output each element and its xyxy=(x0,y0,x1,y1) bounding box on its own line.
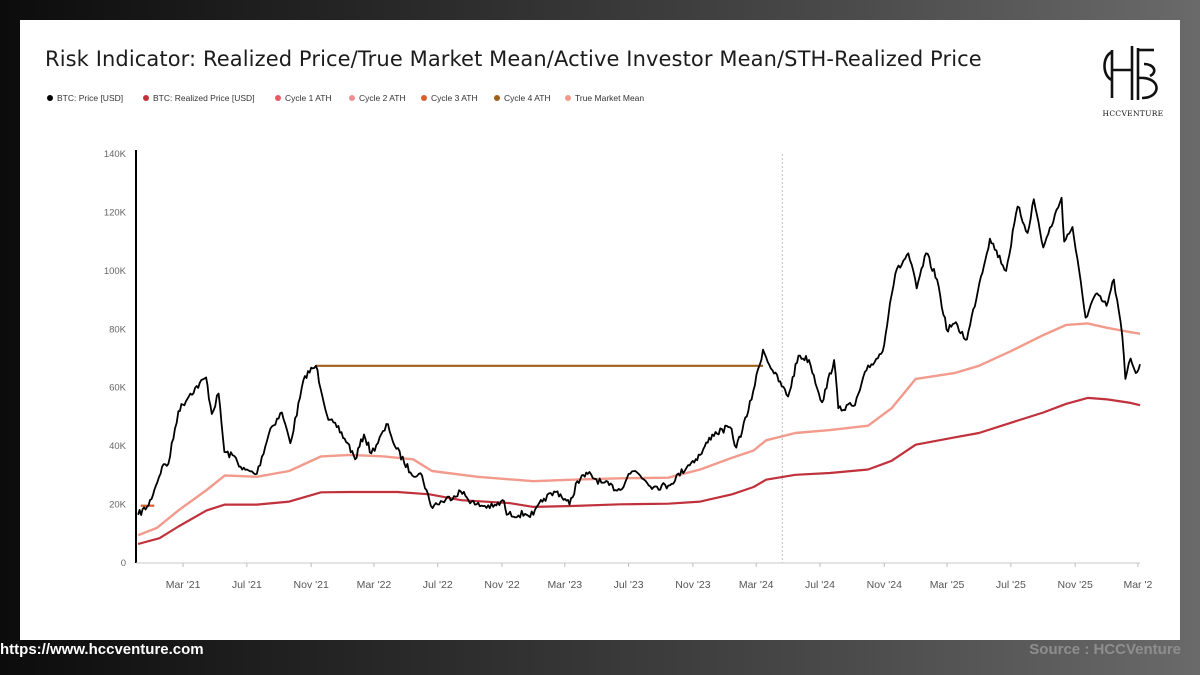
legend-swatch xyxy=(47,95,53,101)
series-layer xyxy=(137,196,1141,546)
x-tick-label: Jul '22 xyxy=(423,579,453,591)
legend-label: Cycle 4 ATH xyxy=(504,93,551,103)
series-line-realized xyxy=(137,396,1141,546)
logo-wordmark: HCCVENTURE xyxy=(1102,109,1164,118)
x-tick-label: Jul '21 xyxy=(232,579,262,591)
x-tick-label: Mar '23 xyxy=(547,579,582,591)
axes: 0 20K 40K 60K 80K 100K 120K 140K Mar '21 Jul '21 N… xyxy=(104,149,1153,591)
y-tick-label: 60K xyxy=(109,383,127,394)
x-tick-label: Mar '25 xyxy=(930,579,965,591)
legend-label: BTC: Realized Price [USD] xyxy=(153,93,255,103)
legend-label: Cycle 2 ATH xyxy=(359,93,406,103)
legend-label: Cycle 3 ATH xyxy=(431,93,478,103)
legend-swatch xyxy=(143,95,149,101)
chart-title: Risk Indicator: Realized Price/True Mark… xyxy=(45,47,982,71)
footer-url[interactable]: https://www.hccventure.com xyxy=(0,641,204,658)
series-line-price xyxy=(137,196,1141,519)
x-tick-label: Mar '2 xyxy=(1123,579,1152,591)
legend-item-realized[interactable]: BTC: Realized Price [USD] xyxy=(143,93,255,103)
legend-swatch xyxy=(494,95,500,101)
series-line-tmm xyxy=(137,322,1141,537)
x-tick-label: Jul '25 xyxy=(996,579,1026,591)
footer-source: Source : HCCVenture xyxy=(1029,641,1181,658)
legend-item-cycle1[interactable]: Cycle 1 ATH xyxy=(275,93,332,103)
x-tick-label: Jul '24 xyxy=(805,579,835,591)
legend-label: True Market Mean xyxy=(575,93,645,103)
x-tick-label: Nov '24 xyxy=(867,579,902,591)
legend-item-price[interactable]: BTC: Price [USD] xyxy=(47,93,123,103)
legend-item-cycle4[interactable]: Cycle 4 ATH xyxy=(494,93,551,103)
y-tick-label: 140K xyxy=(104,149,127,160)
chart-plot: 0 20K 40K 60K 80K 100K 120K 140K Mar '21 Jul '21 N… xyxy=(104,149,1153,591)
legend-swatch xyxy=(565,95,571,101)
x-tick-label: Nov '21 xyxy=(294,579,329,591)
hcc-monogram-icon xyxy=(1103,46,1158,100)
x-tick-label: Mar '24 xyxy=(739,579,774,591)
legend-label: BTC: Price [USD] xyxy=(57,93,124,103)
legend-item-tmm[interactable]: True Market Mean xyxy=(565,93,644,103)
legend-label: Cycle 1 ATH xyxy=(285,93,332,103)
x-tick-label: Mar '21 xyxy=(166,579,201,591)
x-tick-label: Nov '23 xyxy=(675,579,710,591)
y-tick-label: 40K xyxy=(109,441,127,452)
chart-card: Risk Indicator: Realized Price/True Mark… xyxy=(20,20,1180,640)
legend-swatch xyxy=(275,95,281,101)
legend-item-cycle3[interactable]: Cycle 3 ATH xyxy=(421,93,478,103)
legend-swatch xyxy=(421,95,427,101)
y-tick-label: 100K xyxy=(104,266,127,277)
y-tick-label: 20K xyxy=(109,500,127,511)
y-tick-label: 120K xyxy=(104,207,127,218)
legend-swatch xyxy=(349,95,355,101)
y-tick-label: 80K xyxy=(109,324,127,335)
x-tick-label: Jul '23 xyxy=(614,579,644,591)
y-tick-label: 0 xyxy=(121,558,126,569)
x-tick-label: Mar '22 xyxy=(357,579,392,591)
legend-item-cycle2[interactable]: Cycle 2 ATH xyxy=(349,93,406,103)
x-tick-label: Nov '22 xyxy=(484,579,519,591)
x-tick-label: Nov '25 xyxy=(1058,579,1093,591)
